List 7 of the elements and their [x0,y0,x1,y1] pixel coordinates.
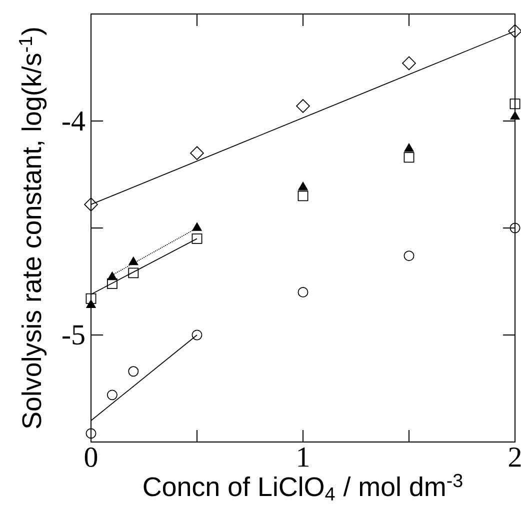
y-tick-label: -4 [62,111,86,131]
x-axis-title: Concn of LiClO$_{4}$ / mol dm$^{-3}$ [144,474,462,500]
x-tick-label: 0 [84,448,98,468]
y-axis-title: Solvolysis rate constant, log(k/s$^{-1}$) [19,28,47,428]
x-tick-label: 2 [509,448,521,467]
y-tick-label: -5 [62,325,84,345]
x-tick-label: 1 [298,448,308,467]
